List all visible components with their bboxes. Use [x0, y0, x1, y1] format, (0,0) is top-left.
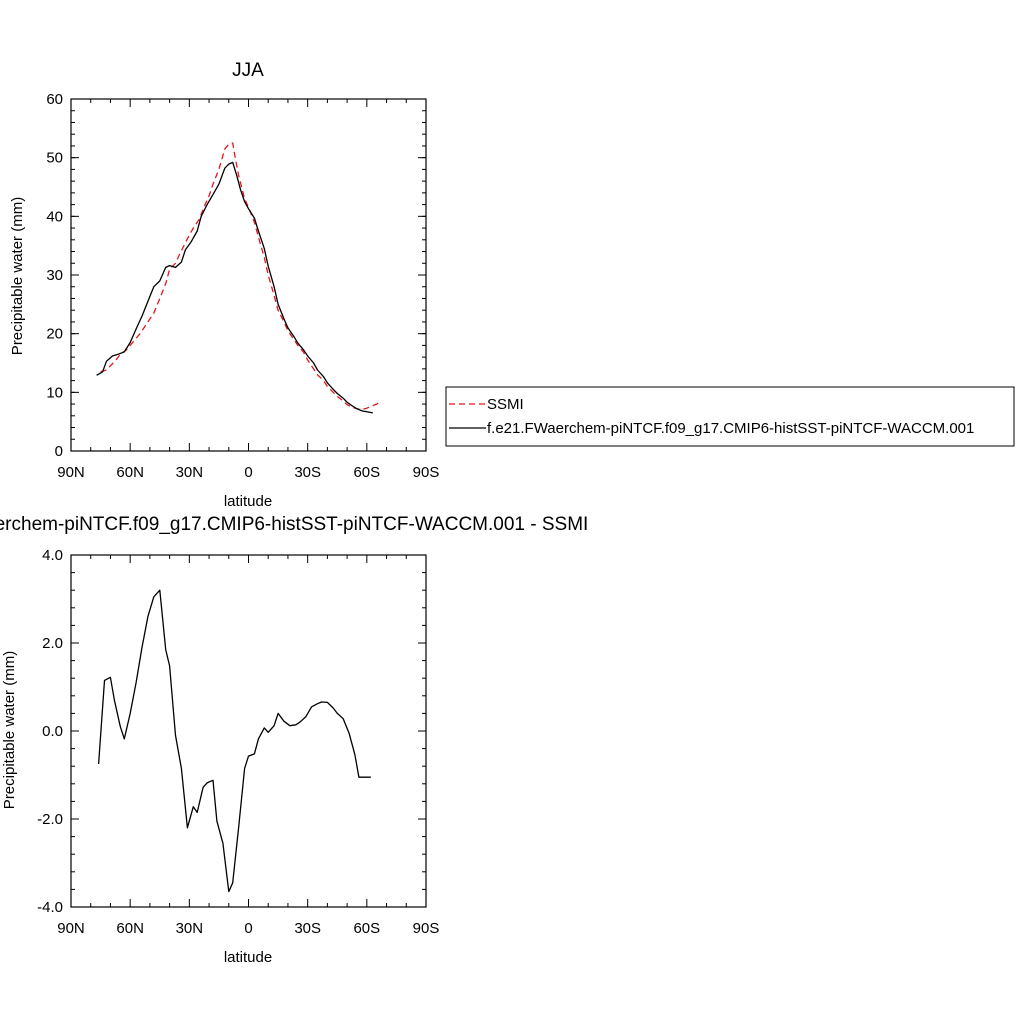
bottom-x-tick-label: 30S — [294, 920, 321, 937]
top-x-tick-label: 30S — [294, 464, 321, 481]
top-y-tick-label: 10 — [46, 384, 63, 401]
top-plot-frame — [70, 98, 427, 452]
top-x-tick-label: 90S — [413, 464, 440, 481]
bottom-x-tick-label: 30N — [176, 920, 204, 937]
top-x-tick-label: 0 — [244, 464, 252, 481]
top-y-tick-label: 0 — [55, 443, 63, 460]
bottom-x-tick-label: 60S — [353, 920, 380, 937]
legend-box — [445, 386, 1015, 447]
bottom-series-line-0 — [97, 589, 371, 893]
top-x-tick-label: 90N — [57, 464, 85, 481]
top-series-line-1 — [96, 161, 373, 414]
top-plot-area: 90N 60N 30N 0 30S 60S 90S 0 10 20 30 40 50 60 — [46, 91, 439, 481]
top-x-axis-label: latitude — [224, 493, 272, 510]
bottom-x-tick-label: 0 — [244, 920, 252, 937]
bottom-x-tick-label: 90N — [57, 920, 85, 937]
top-y-tick-label: 20 — [46, 326, 63, 343]
bottom-x-tick-label: 60N — [116, 920, 144, 937]
panel-bottom: f.e21.FWaerchem-piNTCF.f09_g17.CMIP6-his… — [0, 514, 588, 966]
legend-model-label: f.e21.FWaerchem-piNTCF.f09_g17.CMIP6-his… — [487, 420, 974, 437]
legend-ssmi-label: SSMI — [487, 396, 524, 413]
top-x-tick-label: 60S — [353, 464, 380, 481]
bottom-y-tick-label: -2.0 — [37, 811, 63, 828]
panel-top: JJA 90N 60N 30N 0 30S 60S 90S 0 10 20 30 40 50 60 lat… — [9, 60, 439, 510]
top-chart-title: JJA — [232, 60, 264, 81]
bottom-x-axis-label: latitude — [224, 949, 272, 966]
bottom-x-tick-label: 90S — [413, 920, 440, 937]
legend: SSMI f.e21.FWaerchem-piNTCF.f09_g17.CMIP… — [445, 386, 1015, 447]
bottom-plot-area: 90N 60N 30N 0 30S 60S 90S -4.0 -2.0 0.0 2.0 4.0 — [37, 547, 439, 937]
top-y-axis-label: Precipitable water (mm) — [9, 197, 26, 355]
bottom-y-tick-label: -4.0 — [37, 899, 63, 916]
top-y-tick-label: 60 — [46, 91, 63, 108]
top-series-line-0 — [100, 142, 381, 410]
top-y-tick-label: 30 — [46, 267, 63, 284]
bottom-chart-title: f.e21.FWaerchem-piNTCF.f09_g17.CMIP6-his… — [0, 514, 588, 535]
top-y-tick-label: 40 — [46, 208, 63, 225]
bottom-y-tick-label: 0.0 — [42, 723, 63, 740]
top-x-tick-label: 30N — [176, 464, 204, 481]
top-y-tick-label: 50 — [46, 150, 63, 167]
bottom-plot-frame — [70, 554, 427, 908]
bottom-y-tick-label: 4.0 — [42, 547, 63, 564]
bottom-y-tick-label: 2.0 — [42, 635, 63, 652]
top-x-tick-label: 60N — [116, 464, 144, 481]
bottom-y-axis-label: Precipitable water (mm) — [1, 651, 18, 809]
